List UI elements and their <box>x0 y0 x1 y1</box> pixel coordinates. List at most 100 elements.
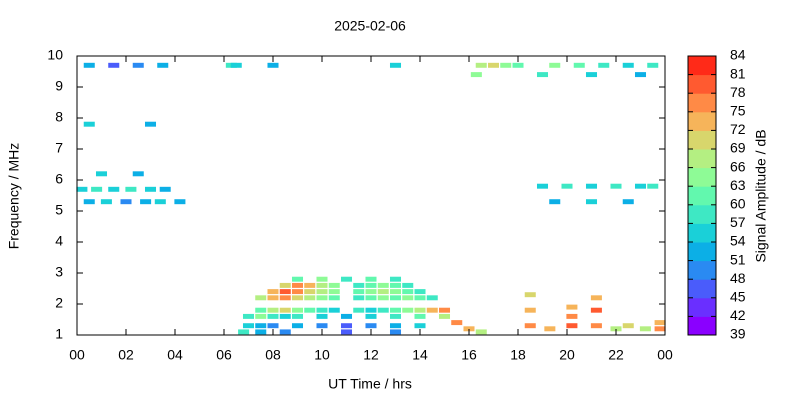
colorbar-tick-label: 54 <box>730 233 746 249</box>
cell <box>291 307 304 313</box>
cell <box>340 313 353 319</box>
cell <box>585 183 598 189</box>
cell <box>389 307 402 313</box>
cell <box>316 282 328 288</box>
cell <box>255 295 267 301</box>
cell <box>566 323 578 329</box>
cell <box>402 289 414 295</box>
cell <box>389 295 402 301</box>
cell <box>377 289 389 295</box>
y-tick-label: 4 <box>55 233 63 249</box>
cell <box>639 326 651 332</box>
cell <box>389 289 402 295</box>
y-tick-label: 10 <box>47 47 63 63</box>
cell <box>426 295 438 301</box>
cell <box>585 199 598 205</box>
cell <box>500 62 512 68</box>
cell <box>470 72 482 78</box>
x-tick-label: 22 <box>608 347 624 363</box>
cell <box>76 186 88 192</box>
cell <box>622 199 634 205</box>
colorbar-label: Signal Amplitude / dB <box>753 129 769 262</box>
cell <box>316 307 328 313</box>
cell <box>108 62 120 68</box>
colorbar-swatch <box>688 149 716 169</box>
cell <box>549 199 561 205</box>
colorbar-border <box>687 55 717 336</box>
cell <box>414 289 426 295</box>
cell <box>438 313 451 319</box>
cell <box>267 295 279 301</box>
cell <box>304 289 316 295</box>
cell <box>100 199 112 205</box>
cell <box>328 307 340 313</box>
cell <box>144 186 157 192</box>
cell <box>654 326 666 332</box>
cell <box>622 62 634 68</box>
cell <box>279 289 291 295</box>
cell <box>475 329 487 335</box>
cell <box>524 323 536 329</box>
cell <box>610 183 622 189</box>
colorbar-tick-label: 39 <box>730 326 746 342</box>
cell <box>132 171 144 177</box>
cell <box>365 295 377 301</box>
cell <box>389 329 402 335</box>
cell <box>451 320 463 326</box>
colorbar-swatch <box>688 297 716 317</box>
cell <box>365 276 377 282</box>
cell <box>610 326 622 332</box>
cell <box>291 313 304 319</box>
cell <box>328 295 340 301</box>
colorbar-tick-label: 84 <box>730 47 746 63</box>
x-tick-label: 18 <box>510 347 526 363</box>
colorbar-tick-label: 63 <box>730 177 746 193</box>
colorbar-swatch <box>688 260 716 280</box>
cell <box>377 307 389 313</box>
y-tick-label: 9 <box>55 78 63 94</box>
colorbar-swatch <box>688 316 716 336</box>
cell <box>647 62 659 68</box>
x-tick-label: 14 <box>412 347 428 363</box>
cell <box>634 72 647 78</box>
cell <box>267 307 279 313</box>
colorbar-swatch <box>688 223 716 243</box>
colorbar-swatch <box>688 130 716 150</box>
cell <box>402 307 414 313</box>
cell <box>622 323 634 329</box>
cell <box>365 307 377 313</box>
cell <box>389 62 402 68</box>
cell <box>316 323 328 329</box>
colorbar-tick-label: 75 <box>730 103 746 119</box>
x-tick-label: 06 <box>216 347 232 363</box>
cell <box>585 72 598 78</box>
cell <box>132 62 144 68</box>
cell <box>154 199 166 205</box>
cell <box>353 295 365 301</box>
cell <box>108 186 120 192</box>
x-tick-label: 02 <box>118 347 134 363</box>
y-tick-label: 8 <box>55 109 63 125</box>
cell <box>475 62 487 68</box>
cell <box>566 304 578 310</box>
cell <box>267 62 279 68</box>
cell <box>83 121 95 127</box>
cell <box>389 313 402 319</box>
colorbar-tick-label: 78 <box>730 84 746 100</box>
cell <box>316 295 328 301</box>
chart-title: 2025-02-06 <box>334 18 406 34</box>
colorbar-tick-label: 45 <box>730 289 746 305</box>
colorbar-swatch <box>688 279 716 299</box>
cell <box>140 199 152 205</box>
cell <box>340 323 353 329</box>
cell <box>174 199 186 205</box>
cell <box>328 289 340 295</box>
y-tick-label: 2 <box>55 295 63 311</box>
cell <box>536 183 549 189</box>
cell <box>402 282 414 288</box>
cell <box>414 307 426 313</box>
cell <box>573 62 585 68</box>
cell <box>95 171 108 177</box>
cell <box>291 323 304 329</box>
